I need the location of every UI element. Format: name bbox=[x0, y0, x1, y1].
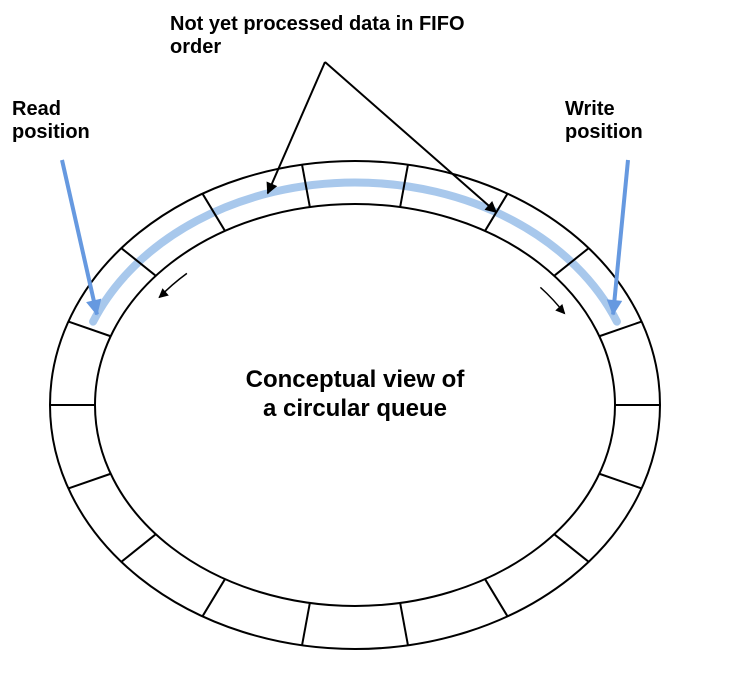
circular-queue-diagram: Not yet processed data in FIFOorderReadp… bbox=[0, 0, 733, 674]
center-title: Conceptual view ofa circular queue bbox=[246, 366, 466, 422]
